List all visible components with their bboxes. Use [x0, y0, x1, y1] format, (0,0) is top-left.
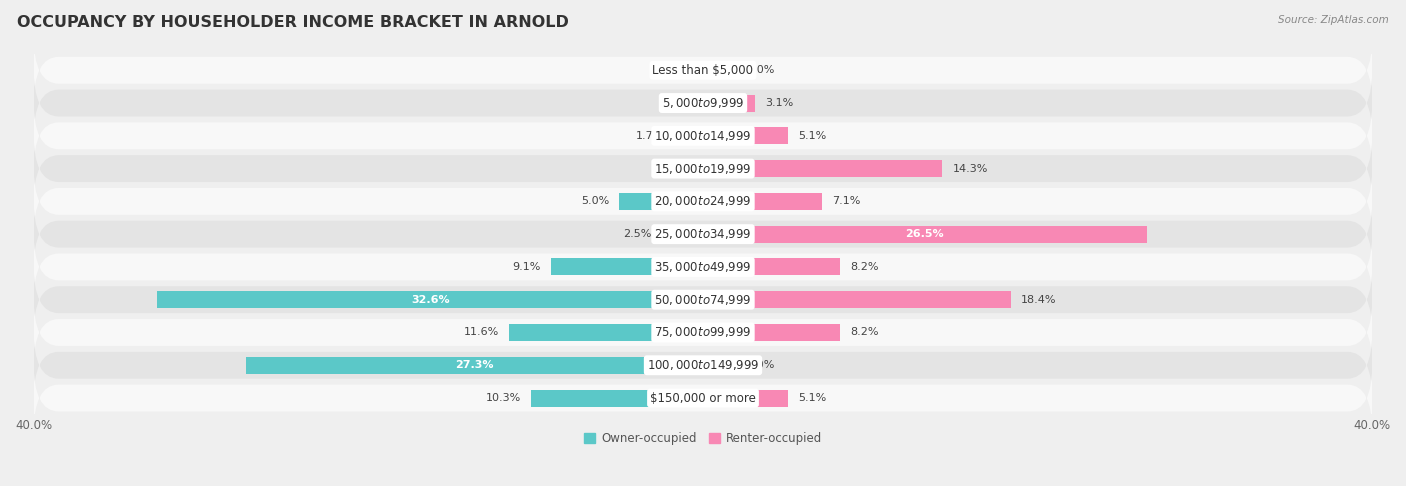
Text: 2.0%: 2.0% [747, 65, 775, 75]
Text: $20,000 to $24,999: $20,000 to $24,999 [654, 194, 752, 208]
Text: 8.2%: 8.2% [851, 262, 879, 272]
FancyBboxPatch shape [34, 231, 1372, 303]
Text: 0.0%: 0.0% [665, 164, 693, 174]
Text: 0.0%: 0.0% [665, 65, 693, 75]
Bar [703, 259, 841, 276]
Text: 26.5%: 26.5% [905, 229, 943, 239]
FancyBboxPatch shape [34, 264, 1372, 335]
Text: 2.0%: 2.0% [747, 360, 775, 370]
FancyBboxPatch shape [34, 330, 1372, 401]
Text: 0.0%: 0.0% [665, 98, 693, 108]
Text: 1.7%: 1.7% [636, 131, 665, 141]
Bar [703, 160, 942, 177]
FancyBboxPatch shape [34, 297, 1372, 368]
Text: 9.1%: 9.1% [512, 262, 541, 272]
Text: 27.3%: 27.3% [456, 360, 494, 370]
FancyBboxPatch shape [34, 166, 1372, 237]
Text: 18.4%: 18.4% [1021, 295, 1056, 305]
Bar [703, 357, 737, 374]
Bar [703, 291, 1011, 308]
Bar [619, 193, 703, 210]
FancyBboxPatch shape [34, 362, 1372, 434]
Text: $10,000 to $14,999: $10,000 to $14,999 [654, 129, 752, 143]
Bar [703, 94, 755, 112]
Bar [703, 389, 789, 407]
Text: 2.5%: 2.5% [623, 229, 651, 239]
Text: OCCUPANCY BY HOUSEHOLDER INCOME BRACKET IN ARNOLD: OCCUPANCY BY HOUSEHOLDER INCOME BRACKET … [17, 15, 569, 30]
Text: $15,000 to $19,999: $15,000 to $19,999 [654, 162, 752, 175]
FancyBboxPatch shape [34, 133, 1372, 204]
Text: 8.2%: 8.2% [851, 328, 879, 337]
Text: Less than $5,000: Less than $5,000 [652, 64, 754, 77]
FancyBboxPatch shape [34, 198, 1372, 270]
FancyBboxPatch shape [34, 68, 1372, 139]
Text: $35,000 to $49,999: $35,000 to $49,999 [654, 260, 752, 274]
Text: 5.0%: 5.0% [581, 196, 609, 207]
Text: $100,000 to $149,999: $100,000 to $149,999 [647, 358, 759, 372]
Bar [661, 226, 703, 243]
Bar [509, 324, 703, 341]
Text: 32.6%: 32.6% [411, 295, 450, 305]
Text: 5.1%: 5.1% [799, 131, 827, 141]
Text: $75,000 to $99,999: $75,000 to $99,999 [654, 326, 752, 340]
Bar [703, 193, 823, 210]
Text: 14.3%: 14.3% [952, 164, 988, 174]
Text: $50,000 to $74,999: $50,000 to $74,999 [654, 293, 752, 307]
FancyBboxPatch shape [34, 35, 1372, 106]
Bar [246, 357, 703, 374]
Bar [675, 127, 703, 144]
Bar [551, 259, 703, 276]
Text: 11.6%: 11.6% [464, 328, 499, 337]
Text: 7.1%: 7.1% [832, 196, 860, 207]
Text: 5.1%: 5.1% [799, 393, 827, 403]
Text: $150,000 or more: $150,000 or more [650, 392, 756, 404]
Bar [703, 226, 1146, 243]
Bar [530, 389, 703, 407]
FancyBboxPatch shape [34, 100, 1372, 172]
Bar [703, 62, 737, 79]
Bar [157, 291, 703, 308]
Bar [703, 324, 841, 341]
Text: 3.1%: 3.1% [765, 98, 793, 108]
Bar [703, 127, 789, 144]
Text: $5,000 to $9,999: $5,000 to $9,999 [662, 96, 744, 110]
Text: 10.3%: 10.3% [485, 393, 520, 403]
Text: Source: ZipAtlas.com: Source: ZipAtlas.com [1278, 15, 1389, 25]
Text: $25,000 to $34,999: $25,000 to $34,999 [654, 227, 752, 241]
Legend: Owner-occupied, Renter-occupied: Owner-occupied, Renter-occupied [579, 428, 827, 450]
